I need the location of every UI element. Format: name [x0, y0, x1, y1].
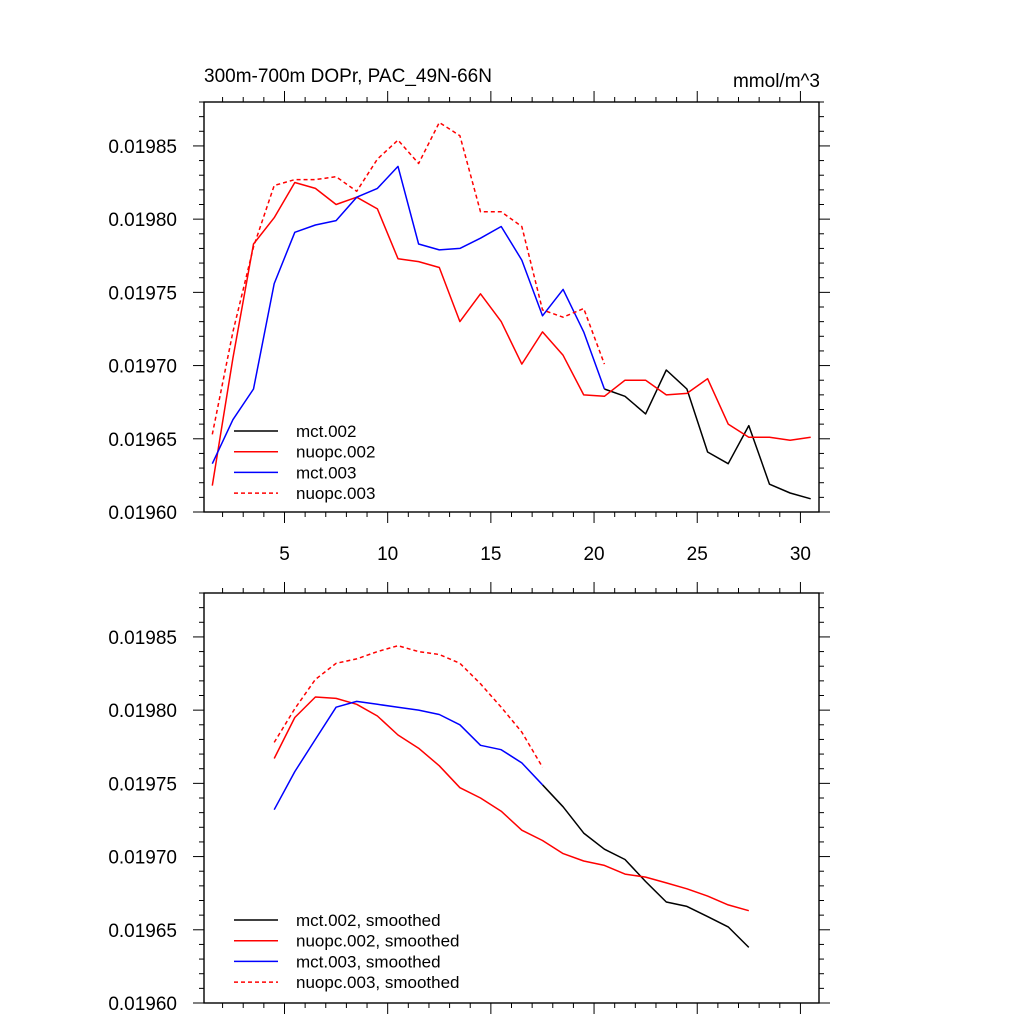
- y-tick-label: 0.01975: [108, 774, 177, 795]
- series-line: [273, 644, 544, 768]
- axis-ticks: 0.01960 0.01965 0.01970 0.01975 0.01980 0.019…: [108, 582, 830, 1015]
- legend-label: nuopc.002, smoothed: [296, 932, 460, 951]
- legend-label: nuopc.002: [296, 443, 375, 462]
- y-tick-label: 0.01965: [108, 921, 177, 942]
- y-tick-label: 0.01970: [108, 848, 177, 869]
- legend: mct.002, smoothed nuopc.002, smoothedmct.…: [234, 911, 460, 992]
- legend-label: mct.002, smoothed: [296, 911, 441, 930]
- legend-label: mct.003: [296, 463, 356, 482]
- y-tick-label: 0.01965: [108, 430, 177, 451]
- x-tick-label: 10: [377, 544, 398, 565]
- y-tick-label: 0.01985: [108, 137, 177, 158]
- series-line: [273, 696, 750, 912]
- x-tick-label: 25: [687, 544, 708, 565]
- legend-label: mct.003, smoothed: [296, 952, 441, 971]
- x-tick-label: 15: [480, 544, 501, 565]
- series-line: [211, 165, 606, 465]
- x-tick-label: 30: [790, 544, 811, 565]
- axis-ticks: 0.01960 0.01965 0.01970 0.01975 0.01980 0.019…: [108, 91, 830, 565]
- chart-units: mmol/m^3: [733, 71, 820, 92]
- plot-frame: [203, 101, 820, 513]
- legend-label: mct.002: [296, 422, 356, 441]
- plot-lines: [211, 121, 811, 500]
- y-tick-label: 0.01980: [108, 210, 177, 231]
- y-tick-label: 0.01980: [108, 701, 177, 722]
- chart-title: 300m-700m DOPr, PAC_49N-66N: [204, 66, 492, 87]
- series-line: [604, 369, 811, 500]
- y-tick-label: 0.01975: [108, 283, 177, 304]
- series-line: [273, 700, 544, 811]
- plot-lines: [273, 644, 750, 948]
- bottom-panel: 0.01960 0.01965 0.01970 0.01975 0.01980 0.019…: [108, 582, 830, 1015]
- legend-label: nuopc.003: [296, 484, 375, 503]
- x-tick-label: 5: [279, 544, 290, 565]
- y-tick-label: 0.01985: [108, 628, 177, 649]
- y-tick-label: 0.01960: [108, 994, 177, 1015]
- top-panel: 300m-700m DOPr, PAC_49N-66N mmol/m^3 0.0…: [108, 66, 830, 565]
- y-tick-label: 0.01970: [108, 357, 177, 378]
- legend-label: nuopc.003, smoothed: [296, 973, 460, 992]
- series-line: [541, 784, 750, 948]
- plot-frame: [203, 592, 820, 1004]
- series-line: [211, 121, 606, 435]
- y-tick-label: 0.01960: [108, 503, 177, 524]
- x-tick-label: 20: [583, 544, 604, 565]
- series-line: [211, 181, 811, 486]
